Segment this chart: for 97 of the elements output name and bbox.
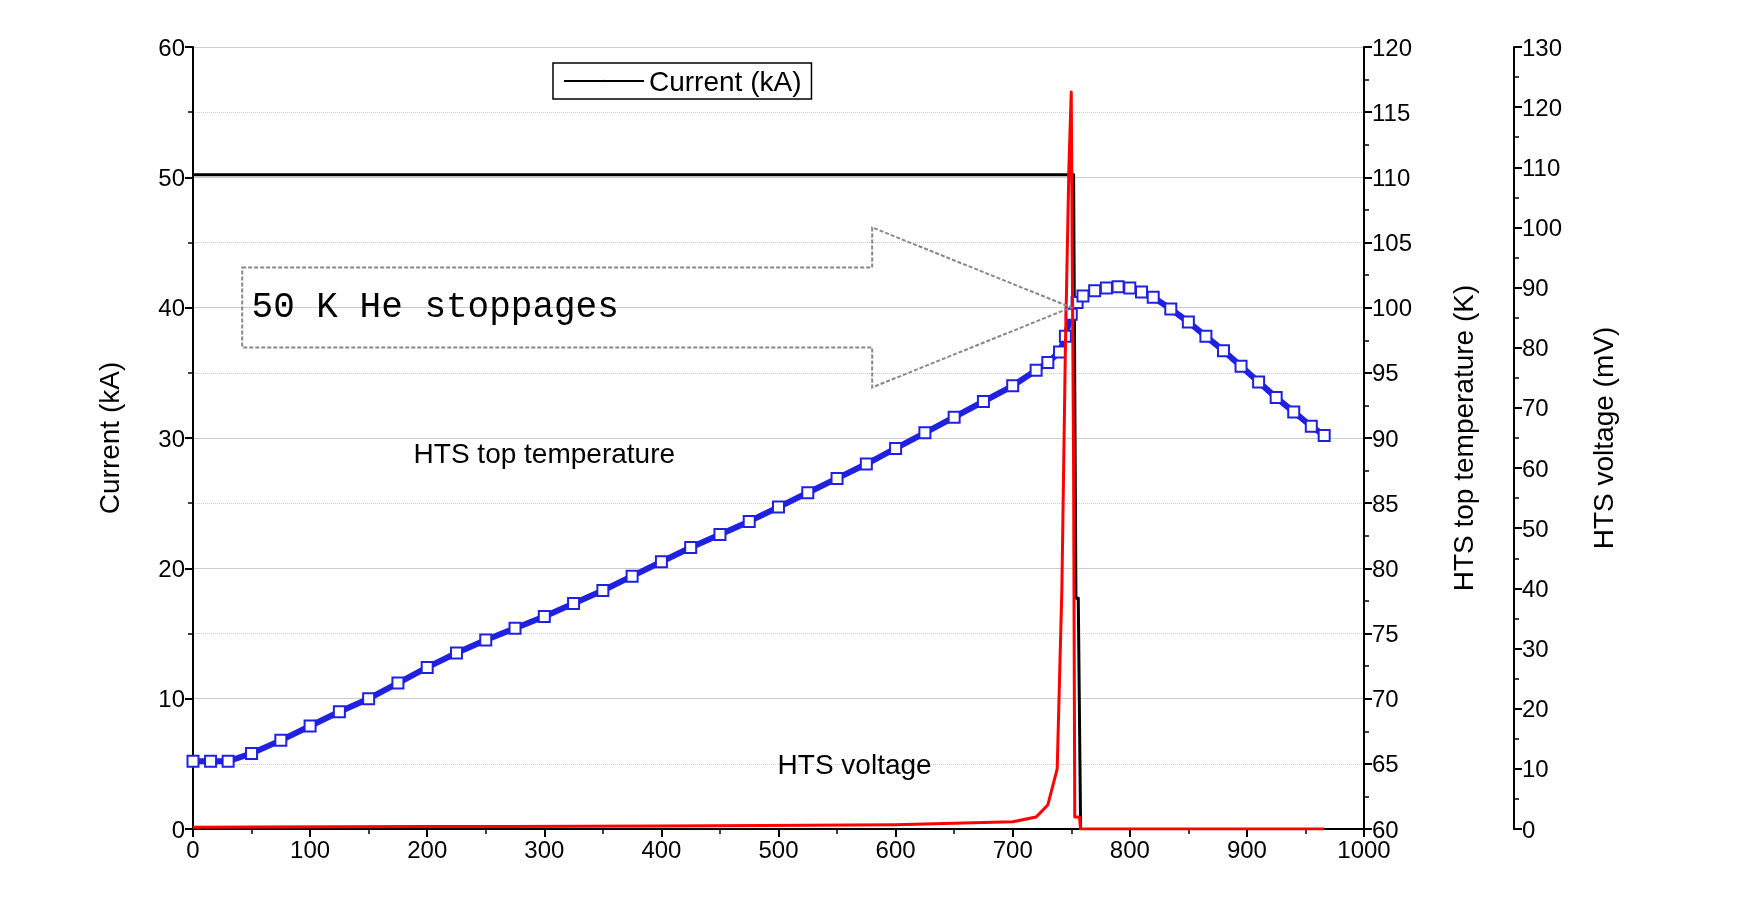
point — [713, 527, 727, 541]
x-tick-label: 100 — [290, 835, 331, 863]
point — [204, 754, 218, 768]
annotation: HTS voltage — [777, 748, 932, 780]
point — [742, 514, 756, 528]
y-tick-label: 30 — [158, 424, 185, 452]
point — [1029, 363, 1043, 377]
point — [772, 500, 785, 514]
y2-tick-label: 90 — [1372, 424, 1399, 452]
y2-tick-label: 120 — [1372, 33, 1413, 61]
x-tick-label: 900 — [1226, 835, 1267, 863]
point — [859, 457, 873, 471]
y-tick-label: 40 — [158, 294, 185, 322]
point — [625, 569, 639, 583]
point — [1088, 284, 1102, 298]
y3-tick-label: 50 — [1522, 514, 1549, 542]
point — [889, 441, 903, 455]
y3-tick-label: 70 — [1522, 394, 1549, 422]
point — [801, 486, 815, 500]
y2-axis-title: HTS top temperature (K) — [1447, 284, 1479, 592]
y-tick-label: 60 — [158, 33, 185, 61]
point — [362, 692, 376, 706]
point — [1199, 329, 1213, 343]
y3-tick-label: 120 — [1522, 93, 1563, 121]
x-tick-label: 300 — [524, 835, 565, 863]
point — [391, 676, 405, 690]
y2-tick-label: 80 — [1372, 554, 1399, 582]
y3-tick-label: 110 — [1522, 153, 1561, 181]
point — [684, 540, 698, 554]
y-axis-title: Current (kA) — [93, 361, 125, 515]
x-tick-label: 800 — [1109, 835, 1150, 863]
point — [1041, 355, 1055, 369]
point — [567, 597, 581, 611]
legend-label: Current (kA) — [649, 65, 802, 97]
y2-tick-label: 115 — [1372, 98, 1411, 126]
point — [1269, 391, 1283, 405]
x-tick-label: 700 — [992, 835, 1033, 863]
y2-tick-label: 95 — [1372, 359, 1399, 387]
y3-tick-label: 10 — [1522, 755, 1549, 783]
y2-tick-label: 70 — [1372, 685, 1399, 713]
point — [1076, 289, 1090, 303]
x-tick-label: 200 — [407, 835, 448, 863]
point — [1234, 359, 1248, 373]
y2-tick-label: 105 — [1372, 229, 1413, 256]
point — [186, 754, 200, 768]
y2-tick-label: 110 — [1372, 163, 1411, 191]
point — [947, 410, 961, 424]
y-tick-label: 0 — [171, 815, 185, 843]
y2-tick-label: 75 — [1372, 620, 1399, 647]
point — [1164, 302, 1178, 316]
y-tick-label: 10 — [158, 685, 185, 713]
y3-tick-label: 100 — [1522, 213, 1563, 241]
point — [420, 660, 434, 674]
y3-tick-label: 40 — [1522, 574, 1549, 602]
y2-tick-label: 85 — [1372, 489, 1399, 517]
x-tick-label: 400 — [641, 835, 682, 863]
y3-tick-label: 90 — [1522, 274, 1549, 302]
y3-tick-label: 80 — [1522, 334, 1549, 362]
point — [1216, 344, 1230, 358]
y3-tick-label: 130 — [1522, 33, 1563, 61]
point — [449, 646, 463, 660]
point — [508, 621, 522, 635]
point — [1181, 315, 1195, 329]
point — [537, 610, 551, 624]
y3-tick-label: 20 — [1522, 695, 1549, 723]
point — [1099, 281, 1113, 295]
point — [479, 633, 493, 647]
point — [245, 746, 259, 760]
annotation: HTS top temperature — [413, 438, 676, 470]
point — [1123, 281, 1137, 295]
y3-tick-label: 60 — [1522, 454, 1549, 482]
point — [596, 583, 610, 597]
x-tick-label: 600 — [875, 835, 916, 863]
point — [918, 426, 932, 440]
y2-tick-label: 100 — [1372, 294, 1413, 322]
point — [830, 471, 844, 485]
y2-tick-label: 65 — [1372, 750, 1399, 778]
y3-tick-label: 30 — [1522, 635, 1549, 663]
point — [1304, 419, 1318, 433]
point — [1146, 290, 1160, 304]
point — [1135, 285, 1149, 299]
point — [1287, 405, 1301, 419]
y3-axis-title: HTS voltage (mV) — [1587, 326, 1619, 550]
point — [976, 395, 990, 409]
point — [1252, 375, 1266, 389]
point — [303, 719, 317, 733]
x-tick-label: 500 — [758, 835, 799, 863]
annotation: 50 K He stoppages — [251, 286, 619, 328]
point — [332, 705, 346, 719]
point — [1006, 379, 1020, 393]
point — [221, 754, 235, 768]
point — [274, 733, 288, 747]
y3-tick-label: 0 — [1522, 815, 1536, 843]
point — [654, 555, 668, 569]
y-tick-label: 50 — [158, 163, 185, 191]
y-tick-label: 20 — [158, 554, 185, 582]
point — [1317, 428, 1331, 442]
